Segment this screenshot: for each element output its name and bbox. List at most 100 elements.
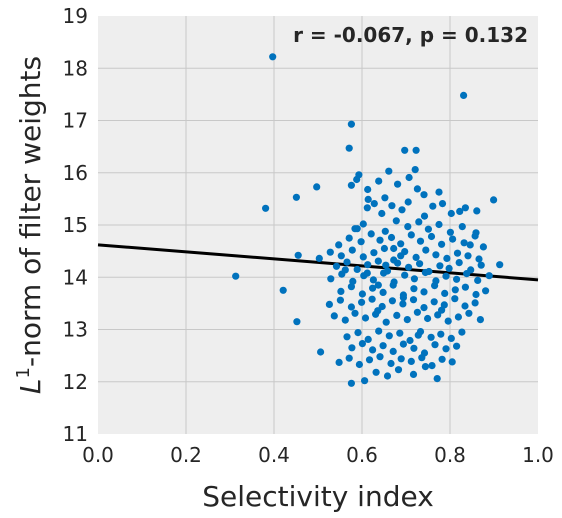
data-point <box>485 272 493 280</box>
data-point <box>358 298 366 306</box>
data-point <box>406 336 414 345</box>
y-tick-label: 11 <box>63 422 88 446</box>
data-point <box>424 225 432 233</box>
data-point <box>427 333 435 341</box>
data-point <box>380 244 388 253</box>
data-point <box>365 356 374 364</box>
data-point <box>379 342 387 350</box>
data-point <box>464 252 472 260</box>
data-point <box>380 269 388 277</box>
data-point <box>444 317 452 325</box>
data-point <box>348 246 356 254</box>
data-point <box>440 301 448 309</box>
data-point <box>416 237 425 245</box>
data-point <box>381 194 389 202</box>
data-point <box>315 254 323 262</box>
data-point <box>388 297 396 305</box>
y-tick-label: 16 <box>63 161 88 185</box>
data-point <box>345 354 353 362</box>
x-tick-label: 0.4 <box>258 443 290 467</box>
data-point <box>343 258 351 266</box>
data-point <box>430 298 438 306</box>
data-point <box>347 303 355 311</box>
x-tick-label: 0.0 <box>82 443 114 467</box>
data-point <box>429 202 437 210</box>
x-tick-label: 1.0 <box>522 443 554 467</box>
data-point <box>381 227 389 235</box>
data-point <box>337 287 345 295</box>
data-point <box>413 308 421 316</box>
data-point <box>379 288 387 296</box>
data-point <box>392 217 400 225</box>
data-point <box>428 362 436 370</box>
data-point <box>482 287 490 295</box>
data-point <box>232 272 240 280</box>
data-point <box>375 327 383 335</box>
data-point <box>422 246 430 254</box>
data-point <box>393 311 401 319</box>
data-point <box>376 236 384 244</box>
data-point <box>397 240 405 248</box>
data-point <box>410 344 418 352</box>
data-point <box>437 330 445 338</box>
data-point <box>421 268 429 277</box>
data-point <box>431 341 439 349</box>
data-point <box>445 264 453 272</box>
data-point <box>372 368 380 376</box>
data-point <box>364 185 372 194</box>
data-point <box>394 259 402 267</box>
data-point <box>398 206 406 214</box>
data-point <box>455 259 463 267</box>
data-point <box>438 240 446 248</box>
data-point <box>332 262 341 270</box>
data-point <box>453 275 461 283</box>
data-point <box>345 234 353 242</box>
y-axis-label-main: L <box>14 378 47 394</box>
data-point <box>460 239 468 247</box>
data-point <box>335 358 343 366</box>
data-point <box>448 358 456 366</box>
data-point <box>401 146 409 154</box>
correlation-annotation: r = -0.067, p = 0.132 <box>293 23 528 47</box>
data-point <box>347 283 355 291</box>
points-group <box>232 53 504 387</box>
y-tick-label: 13 <box>63 318 88 342</box>
data-point <box>327 275 335 283</box>
data-point <box>435 188 443 196</box>
data-point <box>420 288 428 296</box>
data-point <box>325 300 333 308</box>
data-point <box>368 295 376 303</box>
data-point <box>361 314 370 322</box>
data-point <box>363 269 371 277</box>
data-point <box>466 241 474 249</box>
data-point <box>359 253 367 261</box>
y-tick-label: 19 <box>63 4 88 28</box>
data-point <box>343 333 351 341</box>
x-tick-labels: 0.0 0.2 0.4 0.6 0.8 1.0 <box>82 443 554 467</box>
y-tick-label: 14 <box>63 265 88 289</box>
data-point <box>433 375 441 383</box>
data-point <box>401 271 409 279</box>
data-point <box>337 252 345 260</box>
data-point <box>405 263 413 271</box>
data-point <box>436 262 444 270</box>
y-axis-label-rest: -norm of filter weights <box>14 56 47 367</box>
data-point <box>409 296 418 304</box>
data-point <box>474 276 482 284</box>
data-point <box>369 346 377 354</box>
data-point <box>341 266 349 274</box>
data-point <box>453 342 461 350</box>
data-point <box>412 146 420 154</box>
data-point <box>389 347 397 355</box>
data-point <box>348 344 356 352</box>
data-point <box>387 233 396 242</box>
data-point <box>424 314 432 323</box>
data-point <box>369 284 377 292</box>
data-point <box>471 299 479 307</box>
data-point <box>472 290 480 299</box>
data-point <box>465 309 473 317</box>
data-point <box>341 316 349 324</box>
data-point <box>441 289 449 297</box>
data-point <box>355 360 363 369</box>
